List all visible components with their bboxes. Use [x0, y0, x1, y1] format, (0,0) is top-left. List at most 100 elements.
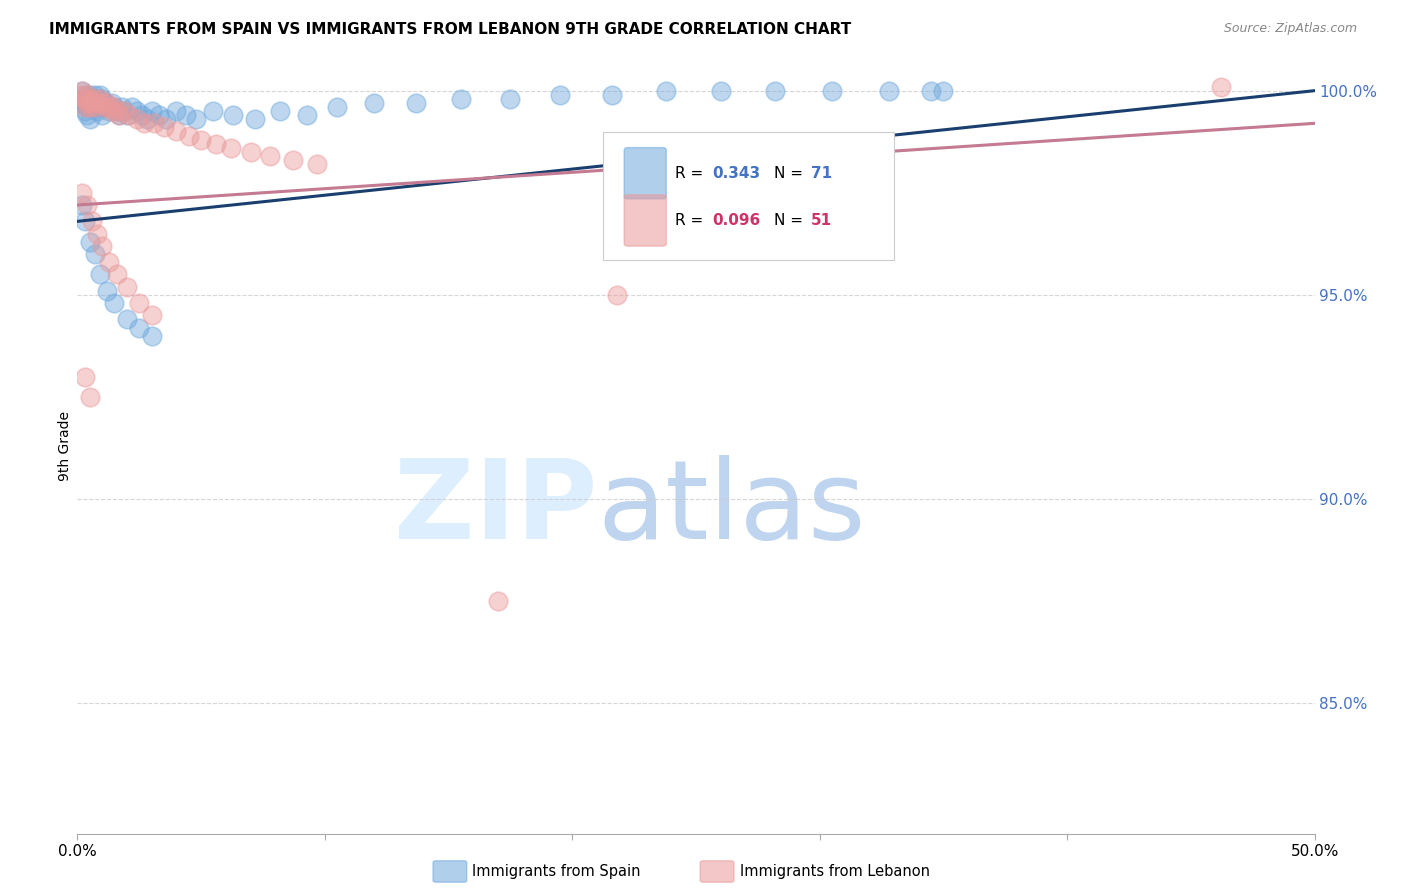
Point — [91, 239, 114, 253]
Point — [131, 108, 153, 122]
Point — [91, 108, 114, 122]
Point — [111, 100, 134, 114]
Point — [96, 100, 118, 114]
Point — [115, 279, 138, 293]
Point — [134, 116, 156, 130]
Point — [125, 104, 148, 119]
Point — [79, 92, 101, 106]
Point — [83, 87, 105, 102]
Point — [72, 84, 94, 98]
Point — [76, 198, 98, 212]
Point — [932, 84, 955, 98]
Point — [450, 92, 472, 106]
Text: atlas: atlas — [598, 455, 866, 562]
Point — [73, 100, 96, 114]
Point — [128, 320, 150, 334]
Text: IMMIGRANTS FROM SPAIN VS IMMIGRANTS FROM LEBANON 9TH GRADE CORRELATION CHART: IMMIGRANTS FROM SPAIN VS IMMIGRANTS FROM… — [49, 22, 852, 37]
Point — [72, 198, 94, 212]
Point — [326, 100, 349, 114]
Point — [148, 108, 170, 122]
Text: ZIP: ZIP — [394, 455, 598, 562]
Point — [655, 84, 678, 98]
Y-axis label: 9th Grade: 9th Grade — [58, 411, 72, 481]
Point — [245, 112, 267, 127]
Point — [105, 104, 128, 119]
Point — [91, 95, 114, 110]
Text: 71: 71 — [811, 166, 832, 181]
Point — [205, 136, 228, 151]
Point — [98, 100, 121, 114]
Text: 0.343: 0.343 — [711, 166, 761, 181]
Point — [91, 92, 114, 106]
Point — [174, 108, 197, 122]
Text: N =: N = — [773, 213, 808, 228]
Point — [710, 84, 733, 98]
Point — [222, 108, 245, 122]
Point — [98, 104, 121, 119]
FancyBboxPatch shape — [624, 147, 666, 199]
Point — [83, 247, 105, 261]
Point — [112, 104, 135, 119]
Point — [86, 92, 108, 106]
Point — [89, 92, 111, 106]
Point — [141, 328, 163, 343]
Point — [135, 112, 157, 127]
Point — [73, 214, 96, 228]
Point — [499, 92, 522, 106]
Point — [165, 124, 187, 138]
Point — [103, 296, 125, 310]
Point — [600, 87, 623, 102]
Point — [190, 133, 212, 147]
Point — [141, 104, 163, 119]
Point — [128, 296, 150, 310]
Point — [89, 268, 111, 282]
Point — [486, 594, 509, 608]
Point — [405, 95, 427, 110]
Point — [269, 104, 291, 119]
Point — [76, 108, 98, 122]
Text: R =: R = — [675, 213, 709, 228]
Point — [108, 108, 131, 122]
Point — [143, 116, 166, 130]
Point — [108, 108, 131, 122]
Text: Immigrants from Spain: Immigrants from Spain — [472, 864, 641, 879]
Point — [112, 104, 135, 119]
Point — [177, 128, 200, 143]
Point — [79, 112, 101, 127]
Point — [86, 95, 108, 110]
Point — [297, 108, 319, 122]
Point — [105, 104, 128, 119]
Point — [219, 141, 242, 155]
Text: 51: 51 — [811, 213, 832, 228]
Point — [79, 235, 101, 249]
Point — [821, 84, 844, 98]
Point — [98, 255, 121, 269]
Point — [82, 92, 104, 106]
Point — [548, 87, 571, 102]
Point — [101, 104, 124, 119]
Point — [76, 95, 98, 110]
Point — [72, 92, 94, 106]
Point — [96, 95, 118, 110]
Point — [93, 95, 115, 110]
Point — [69, 95, 91, 110]
Point — [73, 104, 96, 119]
Point — [73, 369, 96, 384]
Point — [153, 120, 176, 135]
Point — [877, 84, 900, 98]
Point — [79, 87, 101, 102]
Point — [76, 100, 98, 114]
Point — [83, 100, 105, 114]
Point — [184, 112, 207, 127]
Point — [76, 92, 98, 106]
Point — [202, 104, 225, 119]
Point — [72, 186, 94, 200]
Point — [115, 108, 138, 122]
Point — [606, 288, 628, 302]
Point — [307, 157, 329, 171]
Point — [82, 100, 104, 114]
Point — [79, 95, 101, 110]
Text: 0.096: 0.096 — [711, 213, 761, 228]
Point — [118, 108, 141, 122]
Point — [83, 92, 105, 106]
